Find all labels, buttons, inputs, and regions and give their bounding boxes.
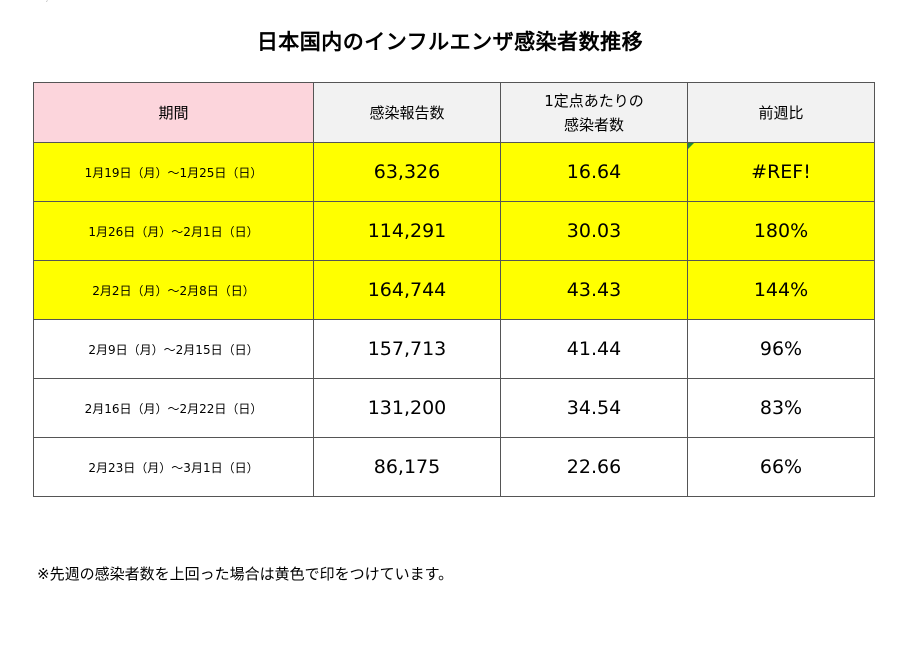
per-point-cell[interactable]: 34.54 (500, 378, 688, 438)
footnote: ※先週の感染者数を上回った場合は黄色で印をつけています。 (37, 565, 454, 583)
reports-cell[interactable]: 164,744 (313, 260, 501, 320)
reports-cell[interactable]: 131,200 (313, 378, 501, 438)
table-row: 2月23日（月）～3月1日（日） 86,175 22.66 66% (33, 437, 875, 497)
ratio-cell[interactable]: 83% (687, 378, 875, 438)
header-week-ratio[interactable]: 前週比 (687, 82, 875, 143)
reports-cell[interactable]: 114,291 (313, 201, 501, 261)
period-cell[interactable]: 2月23日（月）～3月1日（日） (33, 437, 314, 497)
header-per-point-line2: 感染者数 (563, 115, 624, 134)
per-point-cell[interactable]: 22.66 (500, 437, 688, 497)
error-indicator-icon (688, 143, 694, 149)
header-row: 期間 感染報告数 1定点あたりの 感染者数 前週比 (33, 82, 875, 143)
reports-cell[interactable]: 86,175 (313, 437, 501, 497)
period-cell[interactable]: 2月16日（月）～2月22日（日） (33, 378, 314, 438)
period-cell[interactable]: 1月26日（月）～2月1日（日） (33, 201, 314, 261)
ratio-cell[interactable]: 96% (687, 319, 875, 379)
period-cell[interactable]: 2月2日（月）～2月8日（日） (33, 260, 314, 320)
ratio-cell[interactable]: 180% (687, 201, 875, 261)
header-per-point-line1: 1定点あたりの (544, 91, 644, 110)
table-row: 2月16日（月）～2月22日（日） 131,200 34.54 83% (33, 378, 875, 438)
per-point-cell[interactable]: 30.03 (500, 201, 688, 261)
table-row: 2月9日（月）～2月15日（日） 157,713 41.44 96% (33, 319, 875, 379)
ratio-cell[interactable]: 66% (687, 437, 875, 497)
header-period[interactable]: 期間 (33, 82, 314, 143)
per-point-cell[interactable]: 43.43 (500, 260, 688, 320)
ratio-cell[interactable]: 144% (687, 260, 875, 320)
period-cell[interactable]: 2月9日（月）～2月15日（日） (33, 319, 314, 379)
period-cell[interactable]: 1月19日（月）～1月25日（日） (33, 142, 314, 202)
reports-cell[interactable]: 157,713 (313, 319, 501, 379)
ratio-cell[interactable]: #REF! (687, 142, 875, 202)
header-reports[interactable]: 感染報告数 (313, 82, 501, 143)
per-point-cell[interactable]: 41.44 (500, 319, 688, 379)
table-row: 2月2日（月）～2月8日（日） 164,744 43.43 144% (33, 260, 875, 320)
corner-mark: ′ (46, 0, 49, 10)
ratio-value: #REF! (751, 161, 811, 183)
header-per-point[interactable]: 1定点あたりの 感染者数 (500, 82, 688, 143)
table-row: 1月26日（月）～2月1日（日） 114,291 30.03 180% (33, 201, 875, 261)
influenza-table: 期間 感染報告数 1定点あたりの 感染者数 前週比 1月19日（月）～1月25日… (33, 82, 875, 497)
reports-cell[interactable]: 63,326 (313, 142, 501, 202)
table-row: 1月19日（月）～1月25日（日） 63,326 16.64 #REF! (33, 142, 875, 202)
page-title: 日本国内のインフルエンザ感染者数推移 (256, 30, 644, 54)
per-point-cell[interactable]: 16.64 (500, 142, 688, 202)
